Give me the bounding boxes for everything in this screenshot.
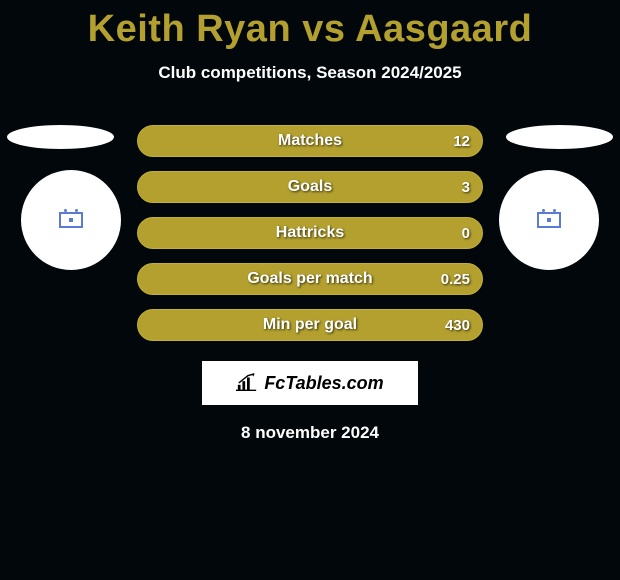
placeholder-icon (537, 212, 561, 228)
stat-label: Goals per match (247, 270, 372, 288)
player-right-badge (499, 170, 599, 270)
placeholder-icon (59, 212, 83, 228)
stat-label: Hattricks (276, 224, 344, 242)
stat-value: 12 (453, 133, 470, 150)
stat-bar: Hattricks 0 (137, 217, 483, 249)
stat-label: Goals (288, 178, 332, 196)
stat-value: 3 (462, 179, 470, 196)
stat-bar: Min per goal 430 (137, 309, 483, 341)
stat-bar: Matches 12 (137, 125, 483, 157)
stat-bar: Goals per match 0.25 (137, 263, 483, 295)
subtitle: Club competitions, Season 2024/2025 (0, 63, 620, 83)
stat-bar: Goals 3 (137, 171, 483, 203)
stat-value: 0.25 (441, 271, 470, 288)
stat-label: Min per goal (263, 316, 357, 334)
page-title: Keith Ryan vs Aasgaard (0, 0, 620, 51)
brand-chart-icon (236, 373, 258, 393)
stat-label: Matches (278, 132, 342, 150)
player-left-badge (21, 170, 121, 270)
stats-area: Matches 12 Goals 3 Hattricks 0 Goals per… (0, 125, 620, 443)
stat-value: 0 (462, 225, 470, 242)
brand-text: FcTables.com (264, 373, 383, 394)
player-right-ellipse (506, 125, 613, 149)
stat-bars: Matches 12 Goals 3 Hattricks 0 Goals per… (137, 125, 483, 341)
stat-value: 430 (445, 317, 470, 334)
brand-box[interactable]: FcTables.com (202, 361, 418, 405)
player-left-ellipse (7, 125, 114, 149)
date-line: 8 november 2024 (0, 423, 620, 443)
